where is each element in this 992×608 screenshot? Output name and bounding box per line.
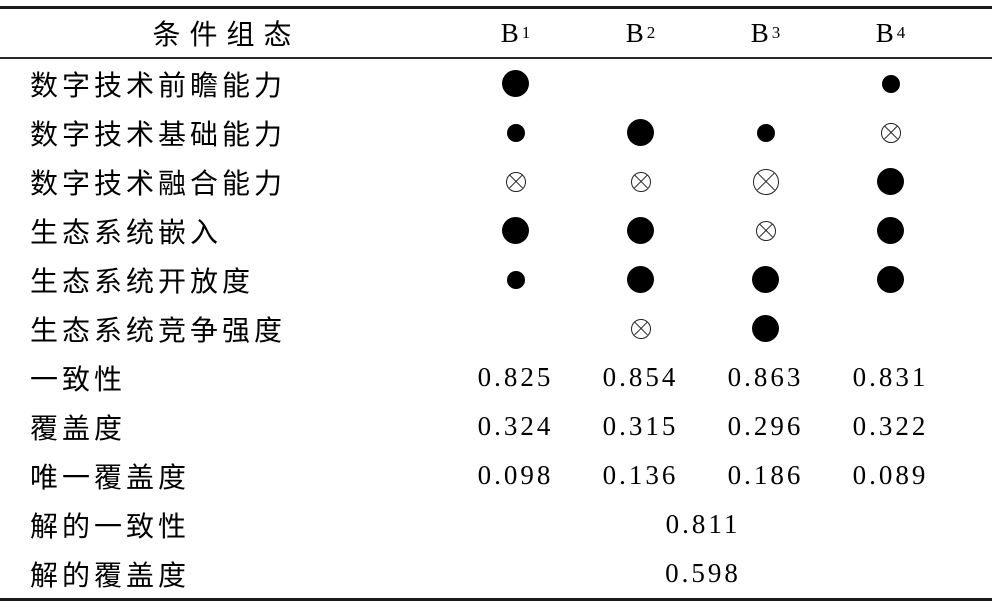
qca-symbol [502, 217, 529, 244]
condition-cell-b1 [453, 217, 578, 244]
condition-cell-b1 [453, 270, 578, 289]
solution-row-consistency: 解的一致性 0.811 [0, 500, 992, 549]
stat-label: 唯一覆盖度 [30, 462, 191, 494]
stat-value-b2: 0.136 [602, 460, 679, 490]
stat-row-coverage: 覆盖度 0.324 0.315 0.296 0.322 [0, 402, 992, 451]
condition-row-ecosystem-competition: 生态系统竞争强度 [0, 304, 992, 353]
column-header-b3-base: B [750, 17, 772, 48]
condition-label: 生态系统开放度 [30, 266, 255, 298]
condition-cell-b2 [578, 318, 703, 339]
condition-cell-b2 [578, 119, 703, 146]
condition-label: 数字技术融合能力 [30, 168, 287, 200]
qca-symbol [627, 217, 654, 244]
condition-row-digital-basic: 数字技术基础能力 [0, 108, 992, 157]
qca-symbol [506, 270, 525, 289]
qca-symbol [505, 171, 526, 192]
solution-coverage-value: 0.598 [665, 558, 741, 588]
stat-label: 一致性 [30, 364, 127, 396]
condition-cell-b3 [703, 220, 828, 241]
condition-row-ecosystem-embedding: 生态系统嵌入 [0, 206, 992, 255]
column-header-b4-base: B [875, 17, 897, 48]
header-condition-config-label: 条件组态 [152, 20, 301, 51]
condition-label: 生态系统嵌入 [30, 217, 223, 249]
condition-cell-b3 [703, 168, 828, 195]
qca-symbol [877, 168, 904, 195]
qca-symbol [752, 266, 779, 293]
condition-cell-b4 [828, 122, 953, 143]
condition-cell-b2 [578, 217, 703, 244]
qca-symbol [502, 70, 529, 97]
stat-value-b1: 0.324 [477, 411, 554, 441]
condition-cell-b3 [703, 266, 828, 293]
condition-row-ecosystem-openness: 生态系统开放度 [0, 255, 992, 304]
stat-value-b2: 0.315 [602, 411, 679, 441]
condition-cell-b1 [453, 171, 578, 192]
stat-row-consistency: 一致性 0.825 0.854 0.863 0.831 [0, 353, 992, 402]
qca-symbol [755, 220, 776, 241]
qca-symbol [627, 119, 654, 146]
solution-label: 解的一致性 [30, 511, 191, 543]
qca-symbol [506, 123, 525, 142]
qca-symbol [756, 123, 775, 142]
solution-label: 解的覆盖度 [30, 560, 191, 592]
qca-symbol [630, 318, 651, 339]
column-header-b1-base: B [500, 17, 522, 48]
condition-cell-b4 [828, 266, 953, 293]
condition-cell-b3 [703, 123, 828, 142]
qca-symbol [627, 266, 654, 293]
stat-value-b2: 0.854 [602, 362, 679, 392]
stat-row-unique-coverage: 唯一覆盖度 0.098 0.136 0.186 0.089 [0, 451, 992, 500]
qca-symbol [752, 168, 779, 195]
condition-label: 数字技术前瞻能力 [30, 70, 287, 102]
qca-symbol [881, 74, 900, 93]
solution-row-coverage: 解的覆盖度 0.598 [0, 549, 992, 598]
condition-row-digital-integration: 数字技术融合能力 [0, 157, 992, 206]
stat-value-b3: 0.863 [727, 362, 804, 392]
condition-cell-b4 [828, 168, 953, 195]
qca-symbol [877, 217, 904, 244]
stat-value-b4: 0.831 [852, 362, 929, 392]
condition-cell-b2 [578, 266, 703, 293]
stat-label: 覆盖度 [30, 413, 127, 445]
stat-value-b3: 0.296 [727, 411, 804, 441]
condition-cell-b3 [703, 315, 828, 342]
condition-cell-b4 [828, 217, 953, 244]
column-header-b2-base: B [625, 17, 647, 48]
condition-cell-b1 [453, 123, 578, 142]
qca-symbol [877, 266, 904, 293]
condition-label: 生态系统竞争强度 [30, 315, 287, 347]
condition-cell-b4 [828, 74, 953, 93]
condition-row-digital-foresight: 数字技术前瞻能力 [0, 59, 992, 108]
stat-value-b1: 0.098 [477, 460, 554, 490]
stat-value-b3: 0.186 [727, 460, 804, 490]
qca-symbol [752, 315, 779, 342]
solution-consistency-value: 0.811 [665, 509, 741, 539]
qca-symbol [630, 171, 651, 192]
condition-cell-b2 [578, 171, 703, 192]
stat-value-b4: 0.089 [852, 460, 929, 490]
condition-cell-b1 [453, 70, 578, 97]
stat-value-b4: 0.322 [852, 411, 929, 441]
qca-symbol [880, 122, 901, 143]
condition-label: 数字技术基础能力 [30, 119, 287, 151]
stat-value-b1: 0.825 [477, 362, 554, 392]
